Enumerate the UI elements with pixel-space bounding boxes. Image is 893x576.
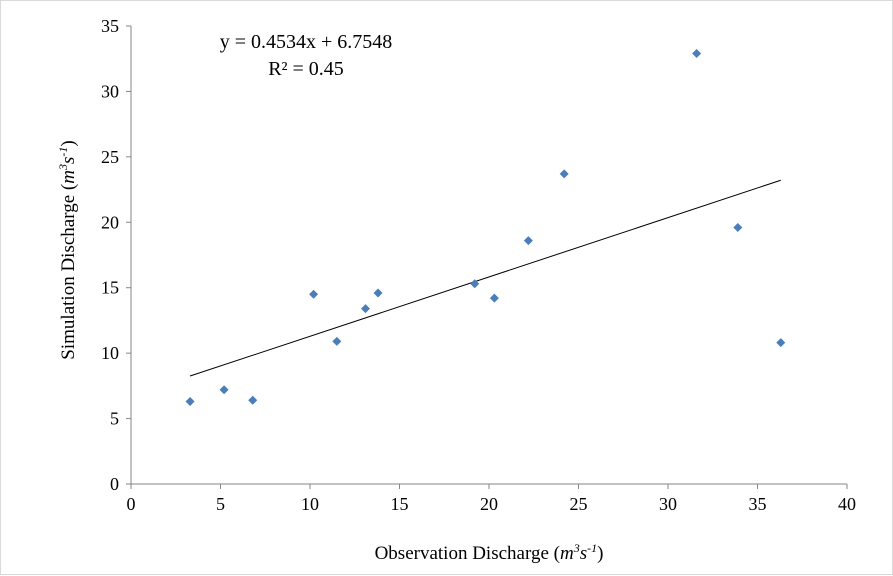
y-axis-title-unit2: s — [58, 157, 79, 164]
y-tick-label: 25 — [101, 147, 119, 167]
x-tick-label: 30 — [659, 494, 677, 514]
x-axis-title-sup2: -1 — [587, 541, 597, 555]
x-axis-title-close: ) — [597, 543, 603, 564]
y-tick-label: 0 — [110, 474, 119, 494]
data-point — [309, 289, 319, 299]
data-point — [332, 336, 342, 346]
y-axis-title-close: ) — [58, 140, 79, 146]
data-point — [733, 223, 743, 233]
data-point — [470, 279, 480, 289]
data-point — [692, 48, 702, 58]
x-axis-title-unit2: s — [580, 543, 587, 564]
y-axis-title-sup1: 3 — [56, 164, 70, 171]
x-axis-title-unit: m — [560, 543, 574, 564]
tick-labels: 0 5 10 15 20 25 30 35 0 5 10 15 20 25 30 35 40 — [101, 16, 856, 514]
y-tick-label: 5 — [110, 409, 119, 429]
y-axis-title-sup2: -1 — [56, 147, 70, 157]
x-axis-title: Observation Discharge (m3s-1) — [375, 541, 604, 564]
data-point — [185, 397, 195, 407]
y-axis-title-unit: m — [58, 170, 79, 184]
r-squared-label: R² = 0.45 — [268, 58, 344, 80]
trendline — [189, 179, 781, 377]
y-axis-title-main: Simulation Discharge ( — [58, 184, 79, 360]
data-point — [219, 385, 229, 395]
x-tick-label: 20 — [480, 494, 498, 514]
data-point — [489, 293, 499, 303]
x-axis-title-sup1: 3 — [573, 541, 580, 555]
data-point — [523, 236, 533, 246]
x-tick-label: 5 — [216, 494, 225, 514]
x-tick-label: 35 — [749, 494, 767, 514]
x-tick-label: 10 — [301, 494, 319, 514]
y-tick-label: 10 — [101, 343, 119, 363]
data-point — [559, 169, 569, 179]
axes — [126, 25, 848, 489]
data-point — [373, 288, 383, 298]
y-tick-label: 35 — [101, 16, 119, 36]
y-axis-title: Simulation Discharge (m3s-1) — [56, 140, 79, 359]
x-tick-label: 25 — [570, 494, 588, 514]
x-tick-label: 15 — [391, 494, 409, 514]
y-tick-label: 30 — [101, 81, 119, 101]
y-tick-label: 20 — [101, 212, 119, 232]
data-points — [185, 48, 786, 407]
data-point — [248, 395, 258, 405]
x-tick-label: 40 — [838, 494, 856, 514]
x-axis-title-main: Observation Discharge ( — [375, 543, 560, 564]
trendline-equation: y = 0.4534x + 6.7548 — [220, 31, 393, 53]
data-point — [360, 304, 370, 314]
data-point — [776, 338, 786, 348]
x-tick-label: 0 — [127, 494, 136, 514]
y-tick-label: 15 — [101, 278, 119, 298]
